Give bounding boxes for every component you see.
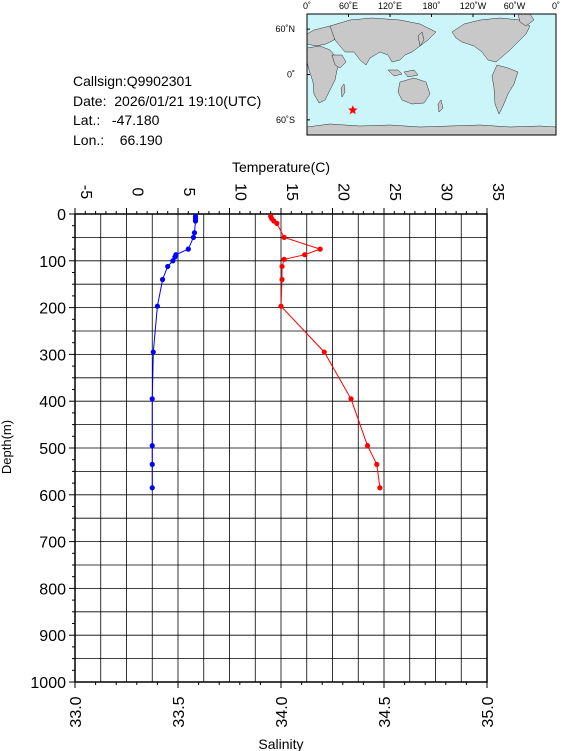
date-text: Date: 2026/01/21 19:10(UTC): [73, 92, 262, 109]
data-point: [149, 443, 155, 449]
latitude-text: Lat.: -47.180: [73, 112, 160, 128]
map-latitude-label: 60˚S: [276, 115, 295, 125]
series-2: [268, 213, 383, 491]
data-point: [364, 443, 371, 449]
series-1: [149, 213, 199, 491]
temperature-tick-label: 20: [335, 183, 352, 201]
chart-grid: [75, 214, 487, 682]
data-point: [191, 230, 198, 236]
depth-tick-label: 800: [39, 581, 66, 598]
map-longitude-label: 0˚: [552, 1, 560, 11]
temperature-tick-label: 35: [489, 183, 506, 201]
map-ticks: [306, 14, 557, 121]
depth-tick-label: 600: [39, 488, 66, 505]
depth-tick-label: 200: [39, 301, 66, 318]
temperature-tick-label: 25: [386, 183, 403, 201]
temperature-tick-label: 5: [180, 188, 197, 197]
salinity-tick-label: 33.0: [68, 696, 85, 727]
longitude-text: Lon.: 66.190: [73, 131, 163, 148]
data-point: [348, 396, 354, 402]
depth-axis-label: Depth(m): [0, 420, 14, 474]
map-longitude-label: 180˚: [422, 1, 440, 11]
float-info: Callsign:Q9902301 Date: 2026/01/21 19:10…: [73, 72, 261, 150]
data-point: [165, 263, 171, 270]
temperature-axis: -5 0 5 10 15 20 25 30 35: [74, 183, 506, 214]
depth-tick-label: 100: [39, 254, 66, 271]
data-point: [281, 234, 287, 240]
data-point: [317, 246, 323, 252]
data-point: [321, 349, 327, 355]
data-point: [374, 461, 380, 467]
depth-tick-label: 0: [57, 207, 66, 224]
depth-tick-label: 700: [39, 535, 66, 552]
depth-tick-label: 400: [39, 394, 66, 411]
data-point: [279, 263, 285, 270]
data-point: [192, 218, 199, 224]
map-land: [306, 13, 557, 136]
data-point: [302, 252, 308, 258]
map-longitude-label: 120˚W: [460, 1, 487, 11]
data-point: [159, 276, 166, 283]
data-point: [377, 485, 383, 491]
temperature-tick-label: 15: [283, 183, 300, 201]
temperature-tick-label: 30: [438, 183, 455, 201]
data-point: [278, 303, 284, 309]
data-point: [150, 349, 156, 355]
depth-tick-label: 500: [39, 441, 66, 458]
salinity-tick-label: 34.0: [274, 696, 291, 727]
map-longitude-label: 0˚: [303, 1, 311, 11]
map-latitude-label: 0˚: [287, 70, 295, 80]
salinity-tick-label: 34.5: [377, 696, 394, 727]
depth-tick-label: 300: [39, 347, 66, 364]
data-point: [149, 396, 155, 402]
salinity-tick-label: 33.5: [171, 696, 188, 727]
temperature-tick-label: -5: [77, 185, 94, 199]
map-longitude-label: 60˚W: [504, 1, 526, 11]
data-point: [170, 258, 176, 264]
data-point: [279, 276, 285, 283]
data-point: [281, 256, 287, 262]
location-map: 0˚ 60˚E 120˚E 180˚ 120˚W 60˚W 0˚ 60˚N 0˚ 60˚S: [275, 1, 560, 136]
data-point: [185, 246, 191, 252]
temperature-axis-label: Temperature(C): [232, 159, 330, 175]
map-longitude-labels: 0˚ 60˚E 120˚E 180˚ 120˚W 60˚W 0˚: [303, 1, 560, 11]
depth-tick-label: 1000: [30, 675, 66, 692]
depth-tick-label: 900: [39, 628, 66, 645]
data-point: [149, 461, 155, 467]
data-point: [190, 234, 197, 240]
chart-series: [149, 213, 383, 491]
map-longitude-label: 60˚E: [339, 1, 358, 11]
data-point: [149, 485, 155, 491]
temperature-tick-label: 0: [129, 188, 146, 197]
callsign-text: Callsign:Q9902301: [73, 73, 193, 89]
data-point: [154, 303, 160, 309]
temperature-tick-label: 10: [232, 183, 249, 201]
map-latitude-labels: 60˚N 0˚ 60˚S: [275, 24, 295, 125]
float-position-star-icon: [348, 105, 358, 115]
salinity-axis-label: Salinity: [258, 736, 303, 751]
depth-axis: 0 100 200 300 400 500 600 700 800 900 1000: [30, 207, 75, 692]
data-point: [274, 220, 280, 226]
map-longitude-label: 120˚E: [378, 1, 402, 11]
salinity-tick-label: 35.0: [480, 696, 497, 727]
salinity-axis: 33.0 33.5 34.0 34.5 35.0: [68, 682, 497, 728]
map-latitude-label: 60˚N: [275, 24, 295, 34]
